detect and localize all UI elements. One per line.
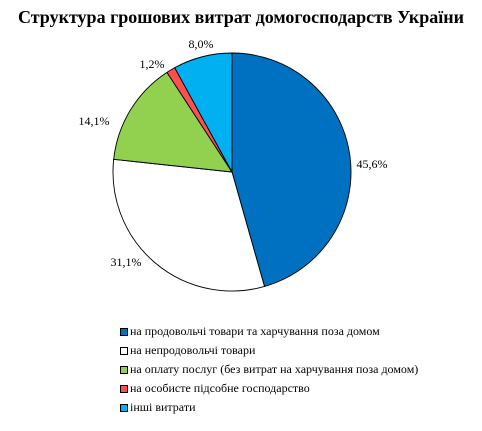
- pie-slices: [112, 52, 352, 292]
- data-label-5: 8,0%: [189, 37, 214, 51]
- legend-item-4: на особисте підсобне господарство: [120, 379, 480, 398]
- pie-slice-3: [113, 71, 233, 173]
- data-label-4: 1,2%: [140, 57, 165, 71]
- legend-label-1: на продовольчі товари та харчування поза…: [130, 324, 380, 338]
- legend-swatch-1: [120, 327, 128, 336]
- pie-data-labels: 45,6% 31,1% 14,1% 1,2% 8,0%: [79, 37, 388, 269]
- data-label-1: 45,6%: [357, 157, 388, 171]
- chart-legend: на продовольчі товари та харчування поза…: [120, 322, 480, 417]
- data-label-3: 14,1%: [79, 114, 110, 128]
- legend-swatch-5: [120, 403, 128, 412]
- pie-chart: 45,6% 31,1% 14,1% 1,2% 8,0%: [79, 37, 388, 292]
- legend-label-5: інші витрати: [130, 400, 196, 414]
- legend-item-2: на непродовольчі товари: [120, 341, 480, 360]
- legend-label-3: на оплату послуг (без витрат на харчуван…: [130, 362, 419, 376]
- legend-swatch-2: [120, 346, 128, 355]
- legend-label-2: на непродовольчі товари: [130, 343, 256, 357]
- legend-item-1: на продовольчі товари та харчування поза…: [120, 322, 480, 341]
- legend-item-3: на оплату послуг (без витрат на харчуван…: [120, 360, 480, 379]
- data-label-2: 31,1%: [111, 255, 142, 269]
- pie-slice-2: [112, 158, 266, 292]
- pie-slice-1: [231, 52, 352, 288]
- pie-slice-5: [174, 52, 233, 173]
- legend-swatch-3: [120, 365, 128, 374]
- legend-swatch-4: [120, 384, 128, 393]
- legend-item-5: інші витрати: [120, 398, 480, 417]
- legend-label-4: на особисте підсобне господарство: [130, 381, 310, 395]
- chart-title: Структура грошових витрат домогосподарст…: [17, 7, 465, 27]
